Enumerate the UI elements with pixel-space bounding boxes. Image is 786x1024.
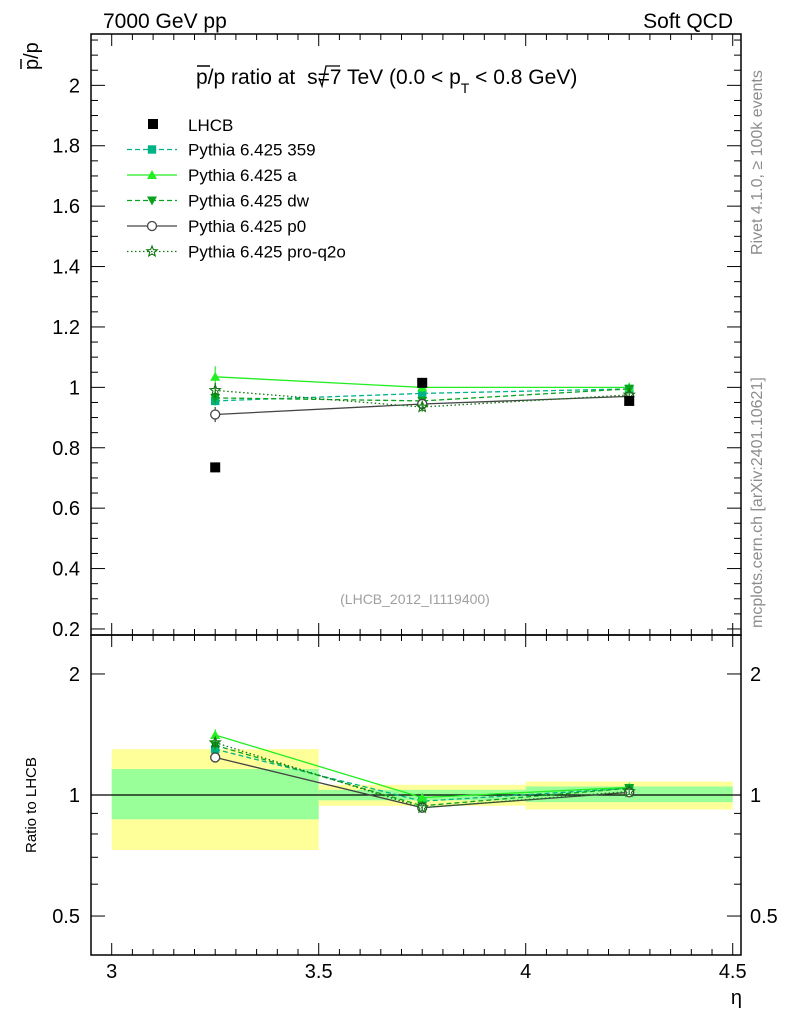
series-3-point [210,409,221,420]
legend-marker-4 [145,244,159,258]
svg-text:p/p: p/p [21,42,43,70]
y-tick-label: 0.4 [52,559,80,581]
legend-marker-2 [147,196,157,206]
legend-label-1: Pythia 6.425 a [188,166,297,185]
series-line-4 [215,389,630,408]
ratio-tick-label: 1 [69,785,80,807]
ratio-tick-label: 0.5 [52,906,80,928]
ratio-tick-label-right: 1 [750,785,761,807]
x-tick-label: 4 [520,961,531,983]
y-tick-label: 1.8 [52,136,80,158]
y-tick-label: 1.4 [52,257,80,279]
y-tick-label: 1 [69,377,80,399]
ratio-1-point [210,730,221,740]
y-tick-label: 0.6 [52,498,80,520]
ratio-4-point [208,735,222,749]
x-tick-label: 4.5 [719,961,747,983]
svg-text:p/p ratio at s=7 TeV (0.0 < pT: p/p ratio at s=7 TeV (0.0 < pT < 0.8 GeV… [196,66,577,96]
mcplots-label: mcplots.cern.ch [arXiv:2401.10621] [749,377,766,628]
header-left: 7000 GeV pp [103,10,227,33]
y-tick-label: 1.2 [52,317,80,339]
ratio-tick-label-right: 0.5 [750,906,778,928]
legend-marker-1 [147,170,157,179]
legend-marker-3 [146,220,158,232]
ratio-line-2 [215,744,630,807]
ratio-1-point [417,792,428,802]
analysis-id: (LHCB_2012_I1119400) [340,591,490,607]
ratio-ylabel: Ratio to LHCB [23,757,40,853]
series-line-0 [215,388,630,402]
series-line-2 [215,388,630,402]
ratio-4-point [622,784,636,798]
legend-marker-0 [147,145,157,154]
legend-label-0: Pythia 6.425 359 [188,141,316,160]
legend-label-4: Pythia 6.425 pro-q2o [188,243,346,262]
header-right: Soft QCD [643,10,733,33]
x-axis-label: η [731,987,742,1009]
legend-label-2: Pythia 6.425 dw [188,192,310,211]
series-4-point [415,399,429,413]
x-tick-label: 3.5 [305,961,333,983]
y-tick-label: 2 [69,75,80,97]
y-tick-label: 1.6 [52,196,80,218]
y-tick-label: 0.2 [52,619,80,641]
lhcb-point [417,377,428,388]
series-0-point [418,389,427,398]
chart-title: p/p ratio at s=7 TeV (0.0 < pT < 0.8 GeV… [196,65,577,96]
rivet-label: Rivet 4.1.0, ≥ 100k events [749,70,766,255]
lhcb-point [624,395,635,406]
ratio-band-inner [111,769,319,820]
legend-lhcb-label: LHCB [188,116,233,135]
ratio-tick-label-right: 2 [750,664,761,686]
legend-label-3: Pythia 6.425 p0 [188,217,306,236]
series-2-point [210,393,221,403]
y-tick-label: 0.8 [52,438,80,460]
main-ylabel: p/p [20,42,43,70]
ratio-3-point [210,752,221,763]
x-tick-label: 3 [106,961,117,983]
ratio-tick-label: 2 [69,664,80,686]
series-1-point [210,371,221,381]
series-4-point [208,383,222,397]
lhcb-point [210,462,221,473]
legend-lhcb-marker [148,119,158,129]
ratio-4-point [415,800,429,814]
